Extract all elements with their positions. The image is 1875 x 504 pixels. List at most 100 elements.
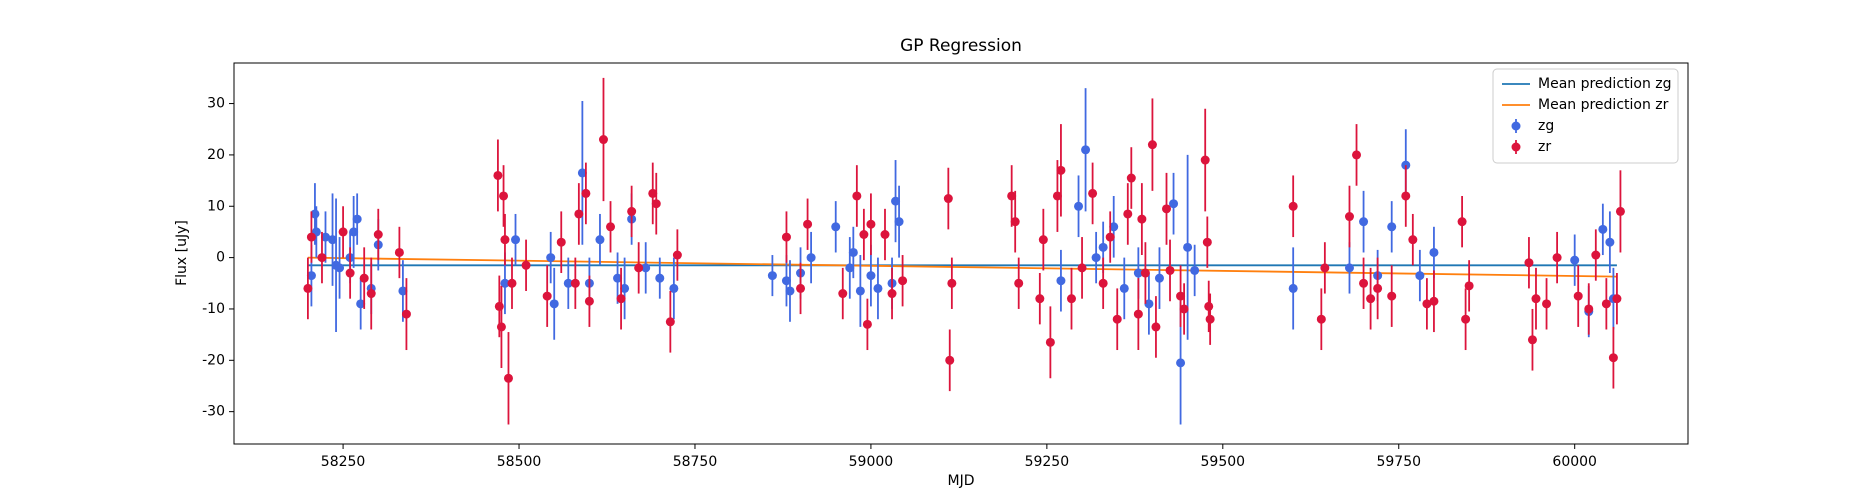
point: [1056, 276, 1066, 286]
point: [1105, 232, 1115, 242]
point: [1126, 173, 1136, 183]
point: [1077, 263, 1087, 273]
point: [401, 309, 411, 319]
point: [1570, 255, 1580, 265]
point: [1010, 217, 1020, 227]
point: [616, 294, 626, 304]
point: [1288, 283, 1298, 293]
point: [852, 191, 862, 201]
point: [665, 317, 675, 327]
point: [781, 232, 791, 242]
point: [563, 278, 573, 288]
point: [1147, 140, 1157, 150]
point: [303, 283, 313, 293]
point: [503, 373, 513, 383]
y-tick-label: -20: [202, 352, 225, 368]
point: [669, 283, 679, 293]
point: [1098, 242, 1108, 252]
point: [1112, 314, 1122, 324]
point: [1176, 291, 1186, 301]
point: [1344, 263, 1354, 273]
point: [1045, 337, 1055, 347]
point: [1584, 304, 1594, 314]
point: [655, 273, 665, 283]
x-tick-label: 59500: [1201, 454, 1246, 470]
point: [943, 194, 953, 204]
point: [1165, 265, 1175, 275]
chart-title: GP Regression: [900, 36, 1022, 56]
point: [1035, 294, 1045, 304]
point: [648, 188, 658, 198]
point: [641, 263, 651, 273]
point: [349, 227, 359, 237]
legend-label: zg: [1538, 118, 1554, 134]
point: [1387, 222, 1397, 232]
point: [873, 283, 883, 293]
point: [1524, 258, 1534, 268]
point: [613, 273, 623, 283]
y-tick-label: 0: [216, 250, 225, 266]
point: [781, 276, 791, 286]
x-tick-label: 59000: [849, 454, 894, 470]
point: [880, 230, 890, 240]
point: [507, 278, 517, 288]
point: [1612, 294, 1622, 304]
point: [1608, 353, 1618, 363]
point: [1344, 212, 1354, 222]
point: [1542, 299, 1552, 309]
x-tick-label: 58750: [673, 454, 718, 470]
point: [1052, 191, 1062, 201]
point: [1320, 263, 1330, 273]
point: [521, 260, 531, 270]
point: [1091, 253, 1101, 263]
point: [1162, 204, 1172, 214]
point: [1014, 278, 1024, 288]
point: [1527, 335, 1537, 345]
point: [328, 235, 338, 245]
x-tick-label: 58250: [321, 454, 366, 470]
point: [373, 230, 383, 240]
point: [1429, 247, 1439, 257]
point: [1359, 217, 1369, 227]
point: [1088, 188, 1098, 198]
legend-label: Mean prediction zr: [1538, 97, 1669, 113]
point: [1552, 253, 1562, 263]
point: [595, 235, 605, 245]
point: [394, 247, 404, 257]
point: [838, 289, 848, 299]
point: [866, 271, 876, 281]
point: [651, 199, 661, 209]
point: [499, 191, 509, 201]
point: [549, 299, 559, 309]
point: [500, 278, 510, 288]
point: [574, 209, 584, 219]
point: [785, 286, 795, 296]
point: [1205, 314, 1215, 324]
point: [1154, 273, 1164, 283]
point: [1074, 201, 1084, 211]
x-tick-label: 58500: [497, 454, 542, 470]
legend-label: zr: [1538, 139, 1551, 155]
point: [1591, 250, 1601, 260]
point: [1429, 296, 1439, 306]
point: [1190, 265, 1200, 275]
point: [584, 296, 594, 306]
point: [887, 289, 897, 299]
point: [767, 271, 777, 281]
point: [1615, 206, 1625, 216]
point: [598, 135, 608, 145]
point: [356, 299, 366, 309]
point: [366, 289, 376, 299]
point: [1081, 145, 1091, 155]
point: [859, 230, 869, 240]
point: [1373, 283, 1383, 293]
legend-box: [1492, 68, 1679, 164]
point: [1119, 283, 1129, 293]
x-tick-label: 59750: [1376, 454, 1421, 470]
point: [1200, 155, 1210, 165]
point: [345, 268, 355, 278]
point: [1151, 322, 1161, 332]
point: [352, 214, 362, 224]
point: [359, 273, 369, 283]
point: [891, 196, 901, 206]
